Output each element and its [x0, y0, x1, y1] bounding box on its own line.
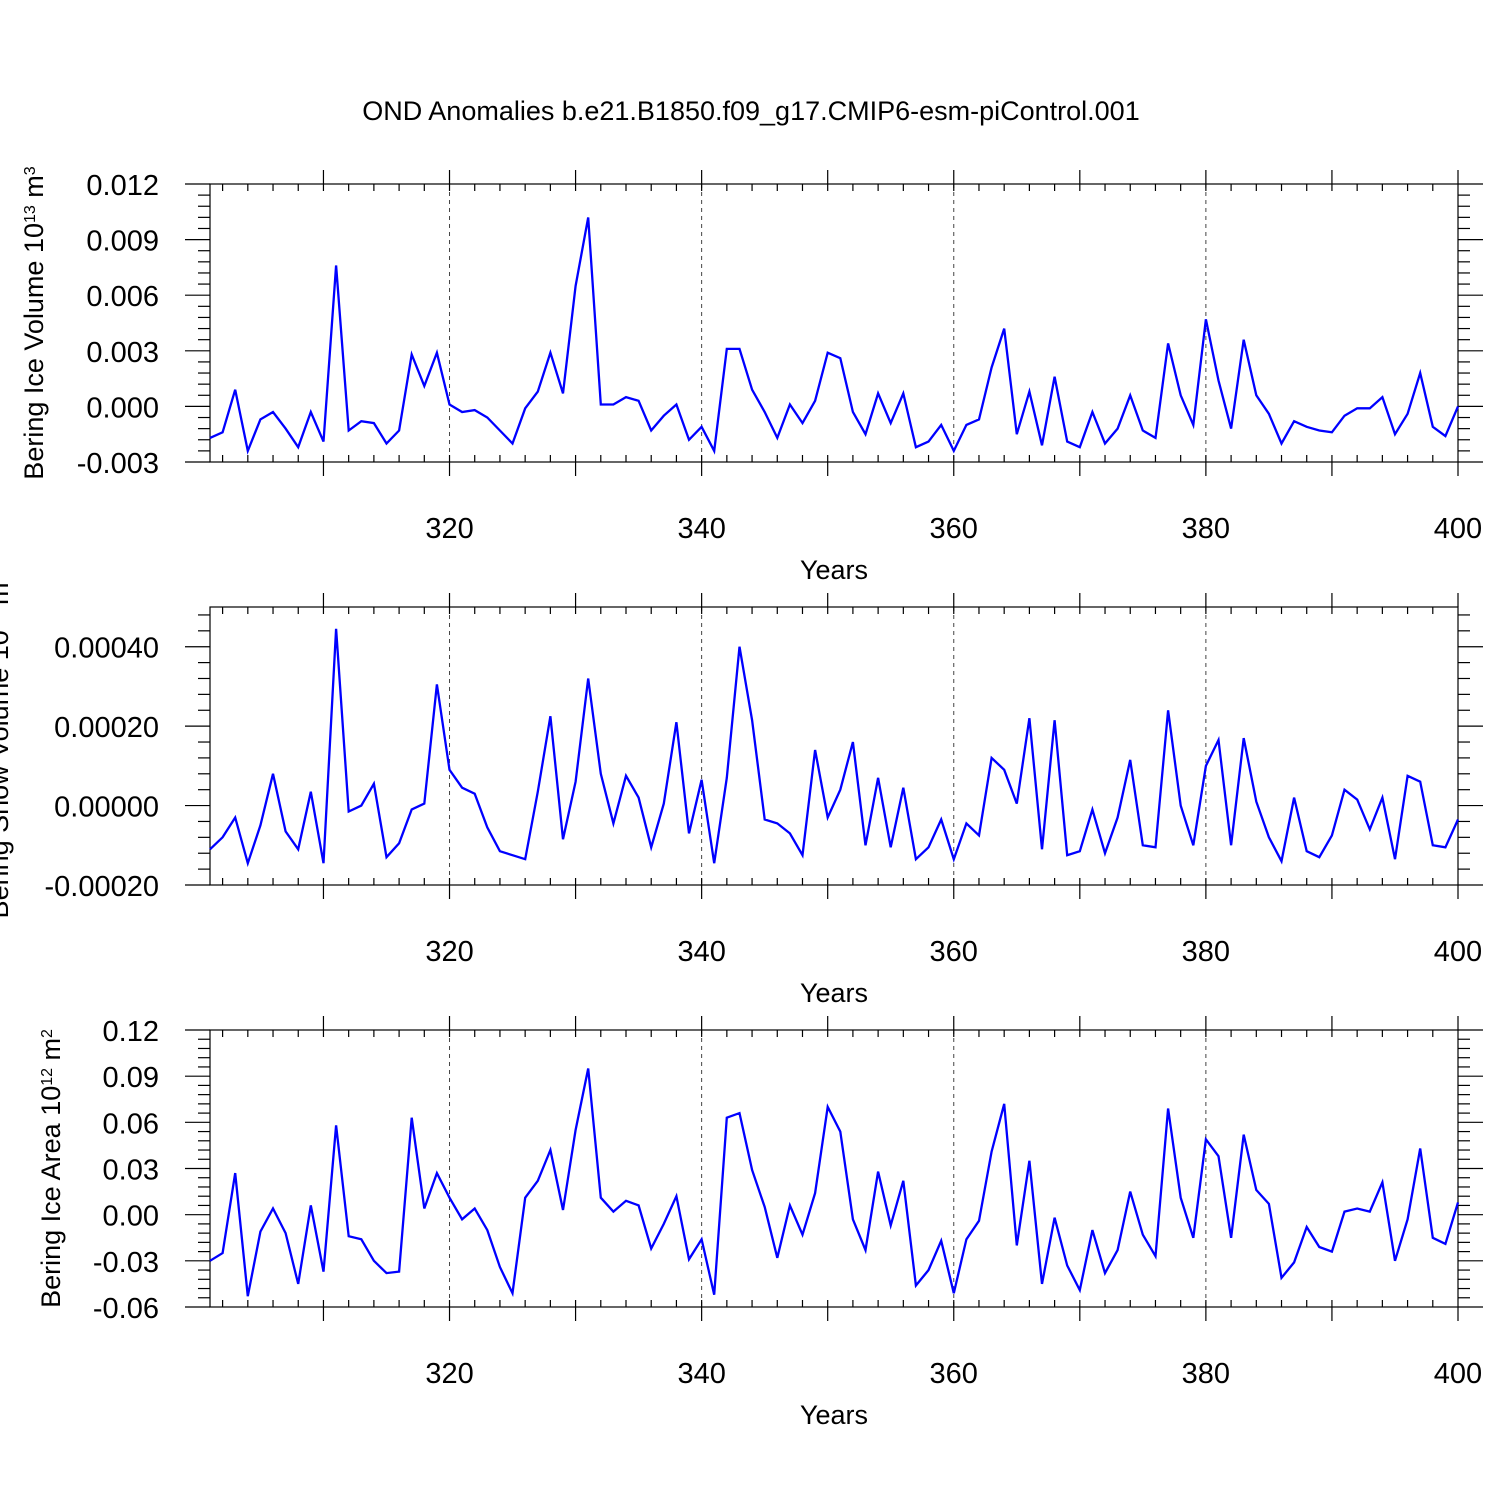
series-line [209, 217, 1460, 455]
y-tick-label: -0.06 [93, 1293, 159, 1325]
x-axis-label: Years [800, 1400, 868, 1430]
y-tick-label: 0.09 [103, 1062, 159, 1094]
plot-frame [209, 1029, 1459, 1308]
x-axis-label: Years [800, 555, 868, 585]
y-tick-label: 0.12 [103, 1016, 159, 1048]
y-tick-label: -0.003 [77, 448, 159, 480]
y-axis-label-exponent: 13 [0, 612, 4, 630]
y-axis-label-main: Bering Ice Area 10 [36, 1086, 66, 1308]
y-axis-label-exponent: 12 [39, 1068, 56, 1086]
y-axis-label-unit: m [19, 175, 49, 205]
series-line [209, 628, 1460, 868]
y-tick-label: 0.03 [103, 1155, 159, 1187]
y-tick-label: 0.012 [86, 170, 159, 202]
y-tick-label: 0.00020 [54, 712, 159, 744]
chart-title: OND Anomalies b.e21.B1850.f09_g17.CMIP6-… [362, 96, 1139, 126]
y-axis-label: Bering Ice Area 1012 m2 [36, 1029, 66, 1308]
x-tick-label: 320 [425, 1358, 473, 1390]
y-tick-label: -0.03 [93, 1247, 159, 1279]
panel-ice-area: 320 340 360 380 400 Years -0.06 -0.03 0.00 0.03 0.… [36, 1016, 1483, 1430]
series-line [209, 1068, 1460, 1298]
x-tick-label: 380 [1182, 1358, 1230, 1390]
x-tick-label: 380 [1182, 936, 1230, 968]
plot-frame [209, 606, 1459, 886]
y-axis-label-unit: m [36, 1038, 66, 1068]
y-axis-label-unit: m [0, 582, 14, 612]
y-tick-label: 0.003 [86, 337, 159, 369]
x-tick-label: 340 [677, 1358, 725, 1390]
x-tick-label: 360 [930, 936, 978, 968]
x-tick-label: 400 [1434, 1358, 1482, 1390]
panels: 320 340 360 380 400Years-0.0030.0000.0030.00… [0, 166, 1483, 1430]
x-tick-label: 320 [425, 513, 473, 545]
y-tick-label: 0.00000 [54, 792, 159, 824]
y-axis-label-main: Bering Snow Volume 10 [0, 630, 14, 918]
x-axis-label: Years [800, 978, 868, 1008]
y-axis-label-main: Bering Ice Volume 10 [19, 223, 49, 480]
y-tick-label: 0.006 [86, 281, 159, 313]
x-tick-label: 320 [425, 936, 473, 968]
y-tick-label: 0.009 [86, 226, 159, 258]
y-axis-label-unit-exponent: 3 [0, 573, 4, 582]
x-tick-label: 380 [1182, 513, 1230, 545]
x-tick-label: 340 [677, 936, 725, 968]
y-axis-label-unit-exponent: 3 [22, 166, 39, 175]
y-axis-label: Bering Snow Volume 1013 m3 [0, 573, 14, 918]
plot-frame [209, 183, 1459, 463]
y-tick-label: 0.00 [103, 1201, 159, 1233]
x-tick-label: 360 [930, 513, 978, 545]
y-tick-label: 0.06 [103, 1108, 159, 1140]
y-axis-label-exponent: 13 [22, 205, 39, 223]
y-tick-label: 0.000 [86, 392, 159, 424]
y-axis-label-unit-exponent: 2 [39, 1029, 56, 1038]
x-tick-label: 340 [677, 513, 725, 545]
panel-ice-volume: 320 340 360 380 400 Years -0.003 0.000 0.003 0.00… [19, 166, 1483, 585]
y-tick-label: -0.00020 [45, 871, 160, 903]
x-tick-label: 360 [930, 1358, 978, 1390]
x-tick-label: 400 [1434, 513, 1482, 545]
y-axis-label: Bering Ice Volume 1013 m3 [19, 166, 49, 479]
y-tick-label: 0.00040 [54, 633, 159, 665]
x-tick-label: 400 [1434, 936, 1482, 968]
panel-snow-volume: 320 340 360 380 400 Years -0.00020 0.00000 0.000… [0, 573, 1483, 1008]
